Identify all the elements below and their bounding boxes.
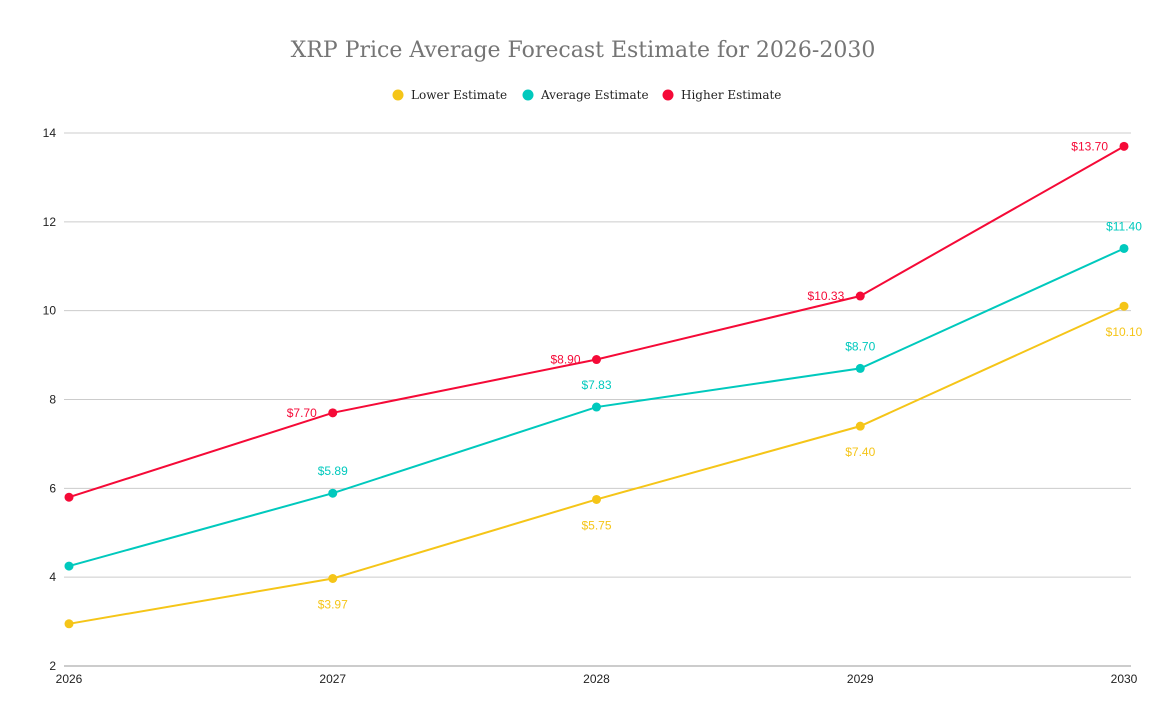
y-tick-label: 6: [49, 481, 56, 495]
data-label: $10.33: [808, 289, 845, 303]
y-tick-label: 14: [43, 126, 57, 140]
legend: Lower Estimate Average Estimate Higher Est…: [392, 88, 781, 102]
data-point: [1119, 141, 1129, 151]
data-point: [592, 355, 601, 365]
x-tick-label: 2029: [847, 672, 874, 686]
x-tick-label: 2026: [56, 672, 83, 686]
data-label: $11.40: [1106, 219, 1142, 233]
data-label: $8.90: [550, 353, 580, 367]
data-point: [64, 619, 74, 629]
y-tick-label: 4: [49, 570, 56, 584]
x-tick-label: 2027: [319, 672, 346, 686]
data-label: $7.83: [581, 378, 611, 392]
x-tick-label: 2030: [1111, 672, 1138, 686]
data-label: $3.97: [318, 597, 348, 611]
series-line: [68, 305, 1125, 625]
y-tick-label: 2: [49, 659, 56, 673]
data-point: [592, 494, 601, 504]
data-point: [855, 363, 865, 373]
legend-marker: [522, 89, 534, 101]
data-point: [328, 573, 338, 583]
y-tick-label: 10: [43, 304, 57, 318]
y-tick-label: 12: [43, 215, 57, 229]
legend-label: Higher Estimate: [681, 88, 781, 102]
data-point: [64, 492, 74, 502]
legend-marker: [662, 89, 674, 101]
data-point: [592, 402, 601, 412]
chart-title: XRP Price Average Forecast Estimate for …: [291, 38, 876, 63]
grid: 2 4 6 8 10 12 14 2026 2027 2028 2029 2030: [43, 126, 1138, 686]
data-point: [855, 421, 865, 431]
data-point: [855, 291, 865, 301]
y-tick-label: 8: [49, 393, 56, 407]
data-label: $7.40: [845, 445, 875, 459]
legend-marker: [392, 89, 404, 101]
x-tick-label: 2028: [583, 672, 610, 686]
legend-label: Lower Estimate: [411, 88, 507, 102]
series-line: [68, 145, 1125, 499]
data-point: [328, 488, 338, 498]
data-label: $5.89: [318, 464, 348, 478]
data-point: [1119, 301, 1129, 311]
data-label: $5.75: [581, 518, 611, 532]
data-point: [1119, 243, 1129, 253]
data-point: [328, 408, 338, 418]
data-label: $10.10: [1106, 325, 1143, 339]
data-label: $13.70: [1071, 139, 1108, 153]
plot-area: $3.97 $5.75 $7.40 $10.10 $5.89 $7.83 $8.70 $11.…: [64, 139, 1143, 629]
legend-label: Average Estimate: [540, 88, 649, 102]
data-label: $8.70: [845, 339, 875, 353]
data-label: $7.70: [287, 406, 317, 420]
data-point: [64, 561, 74, 571]
